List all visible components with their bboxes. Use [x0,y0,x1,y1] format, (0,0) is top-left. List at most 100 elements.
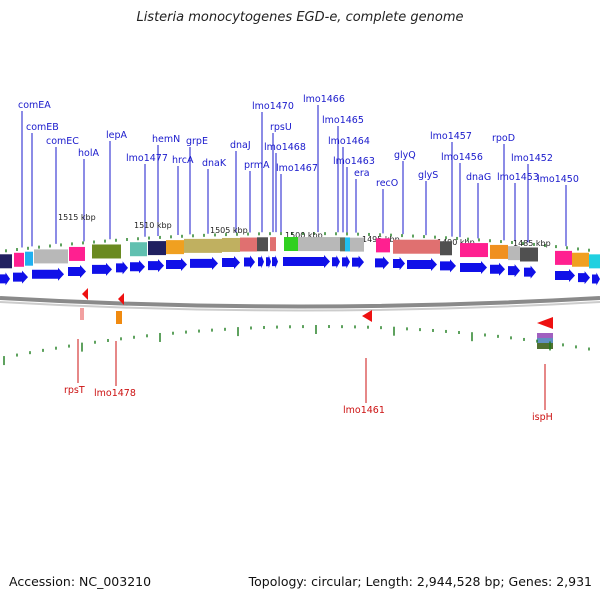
forward-gene-arrow [460,261,487,275]
genome-summary-text: Topology: circular; Length: 2,944,528 bp… [248,574,592,589]
gene-function-block [350,237,364,252]
gene-function-block [130,242,147,257]
forward-gene-label: lmo1464 [328,136,370,147]
forward-gene-label: rpsU [270,122,292,133]
gene-function-block [520,247,538,262]
forward-gene-arrow [375,256,389,270]
reverse-gene-arrow [362,310,372,322]
forward-gene-label: lmo1453 [497,172,539,183]
forward-gene-label: hrcA [172,155,194,166]
gene-function-block [92,244,121,259]
gene-function-block [508,246,520,261]
reverse-function-box [537,343,553,349]
forward-gene-arrow [393,256,405,270]
scale-label: 1515 kbp [58,213,96,222]
inner-tick-row [3,325,590,366]
gene-function-block [555,250,572,265]
gene-function-block [572,252,589,267]
forward-gene-label: dnaK [202,158,227,169]
forward-gene-label: lepA [106,130,128,141]
forward-gene-arrow [244,255,255,269]
forward-gene-arrow [342,255,350,269]
forward-gene-label: dnaJ [230,140,251,151]
gene-function-block [14,252,24,267]
gene-function-block [589,254,600,269]
gene-function-block [460,243,488,258]
gene-function-block [148,241,166,256]
forward-gene-arrow [407,257,437,271]
reverse-gene-arrow [118,293,124,305]
forward-gene-arrow [490,262,505,276]
scale-label: 1505 kbp [210,226,248,235]
accession-text: Accession: NC_003210 [9,574,152,589]
forward-gene-arrow [578,271,590,285]
forward-gene-label: lmo1452 [511,153,553,164]
forward-gene-arrow [332,255,340,269]
forward-gene-arrow [116,261,128,275]
forward-gene-arrow [130,260,145,274]
gene-function-block [298,237,340,252]
forward-gene-label: lmo1468 [264,142,306,153]
gene-function-block [270,237,276,252]
forward-gene-label: dnaG [466,172,491,183]
reverse-gene-arrow [82,288,88,300]
reverse-gene-label: lmo1461 [343,405,385,416]
forward-gene-arrow [32,267,64,281]
reverse-gene-label: ispH [532,412,553,423]
gene-function-block [393,239,440,254]
forward-gene-arrow [592,272,600,286]
forward-gene-label: lmo1456 [441,152,483,163]
forward-gene-label: lmo1467 [276,163,318,174]
forward-gene-label: prmA [244,160,270,171]
gene-function-block [184,238,222,253]
forward-gene-arrow [266,255,271,269]
forward-gene-arrow [13,270,28,284]
forward-gene-label: comEC [46,136,79,147]
forward-gene-label: comEB [26,122,59,133]
forward-gene-arrow [440,259,456,273]
forward-gene-arrow [352,255,364,269]
forward-gene-arrow [166,258,187,272]
forward-gene-label: lmo1463 [333,156,375,167]
gene-function-block [257,237,268,252]
reverse-function-box [537,333,553,338]
scale-label: 1500 kbp [285,231,323,240]
gene-function-block [0,254,12,269]
gene-function-block [69,246,85,261]
genome-backbone-shadow [0,301,600,312]
forward-gene-label: grpE [186,136,208,147]
gene-function-block [284,237,298,252]
reverse-strand-track [80,288,553,349]
forward-gene-label: rpoD [492,133,515,144]
gene-function-block [240,237,257,252]
forward-gene-label: lmo1477 [126,153,168,164]
scale-label: 1485 kbp [513,239,551,248]
genome-backbone [0,296,600,309]
forward-strand-track [0,255,600,286]
map-title: Listeria monocytogenes EGD-e, complete g… [136,10,464,25]
forward-gene-arrow [68,264,86,278]
forward-gene-label: glyS [418,170,438,181]
forward-gene-label: lmo1450 [537,174,579,185]
scale-label: 1510 kbp [134,221,172,230]
forward-gene-label: hemN [152,134,180,145]
forward-gene-label: lmo1466 [303,94,345,105]
forward-gene-arrow [0,272,10,286]
forward-gene-label: glyQ [394,150,416,161]
reverse-function-box [537,338,553,343]
gene-function-block [345,237,350,252]
gene-function-block [340,237,345,252]
scale-label: 1490 kbp [437,238,475,247]
forward-gene-arrow [148,259,164,273]
gene-function-block [222,237,240,252]
forward-gene-label: era [354,168,370,179]
forward-gene-label: lmo1457 [430,131,472,142]
outer-tick-row [5,232,590,253]
forward-gene-label: lmo1465 [322,115,364,126]
gene-function-block [34,249,68,264]
gene-function-block [166,240,184,255]
forward-gene-arrow [190,256,218,270]
reverse-gene-label: lmo1478 [94,388,136,399]
gene-function-block [25,251,33,266]
forward-gene-label: recO [376,178,398,189]
